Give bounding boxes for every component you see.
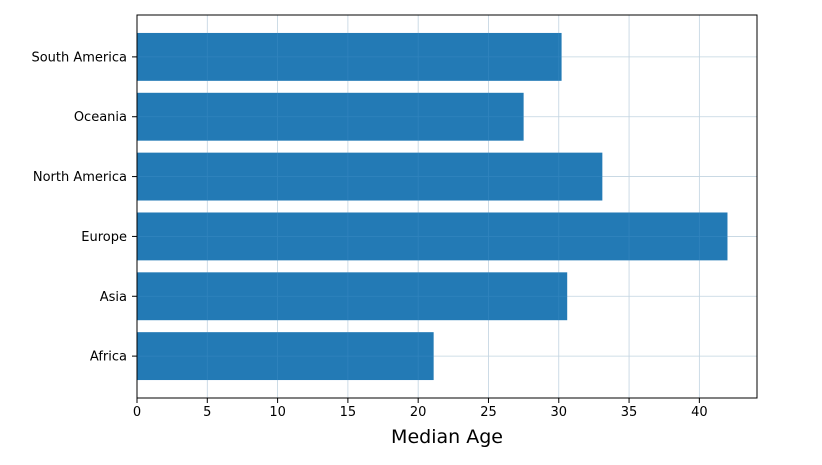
bar-north-america: [137, 152, 603, 201]
bar-africa: [137, 332, 434, 381]
bar-asia: [137, 272, 568, 321]
y-tick-label: Oceania: [74, 110, 127, 125]
bar-oceania: [137, 92, 524, 141]
bar-europe: [137, 212, 728, 261]
x-tick-label: 10: [269, 405, 286, 420]
x-axis-title: Median Age: [391, 426, 503, 448]
x-tick-label: 40: [691, 405, 708, 420]
y-tick-label: Africa: [90, 350, 127, 365]
bars: [137, 32, 728, 381]
x-tick-label: 25: [480, 405, 497, 420]
x-tick-label: 5: [203, 405, 211, 420]
grid-overlay: [136, 15, 757, 398]
y-tick-label: Asia: [100, 290, 127, 305]
y-tick-label: South America: [31, 50, 127, 65]
x-tick-label: 0: [133, 405, 141, 420]
x-tick-label: 30: [550, 405, 567, 420]
y-tick-label: North America: [33, 170, 127, 185]
x-tick-label: 20: [410, 405, 427, 420]
x-tick-label: 15: [340, 405, 357, 420]
y-tick-label: Europe: [81, 230, 127, 245]
bar-south-america: [137, 32, 562, 81]
x-tick-label: 35: [621, 405, 638, 420]
y-axis-ticks: Africa Asia Europe North America Oceania Sout…: [31, 50, 137, 365]
x-axis-ticks: 0 5 10 15 20 25 30 35 40: [133, 398, 708, 420]
plot-frame: [136, 14, 758, 399]
